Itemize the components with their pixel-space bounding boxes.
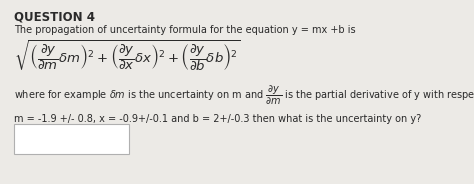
Text: m = -1.9 +/- 0.8, x = -0.9+/-0.1 and b = 2+/-0.3 then what is the uncertainty on: m = -1.9 +/- 0.8, x = -0.9+/-0.1 and b =…: [14, 114, 421, 124]
Text: $\sqrt{\left(\dfrac{\partial y}{\partial m}\delta m\right)^2 + \left(\dfrac{\par: $\sqrt{\left(\dfrac{\partial y}{\partial…: [14, 39, 241, 74]
FancyBboxPatch shape: [14, 124, 129, 154]
Text: where for example $\delta m$ is the uncertainty on m and $\dfrac{\partial y}{\pa: where for example $\delta m$ is the unce…: [14, 84, 474, 107]
Text: QUESTION 4: QUESTION 4: [14, 10, 95, 23]
Text: The propagation of uncertainty formula for the equation y = mx +b is: The propagation of uncertainty formula f…: [14, 25, 356, 35]
